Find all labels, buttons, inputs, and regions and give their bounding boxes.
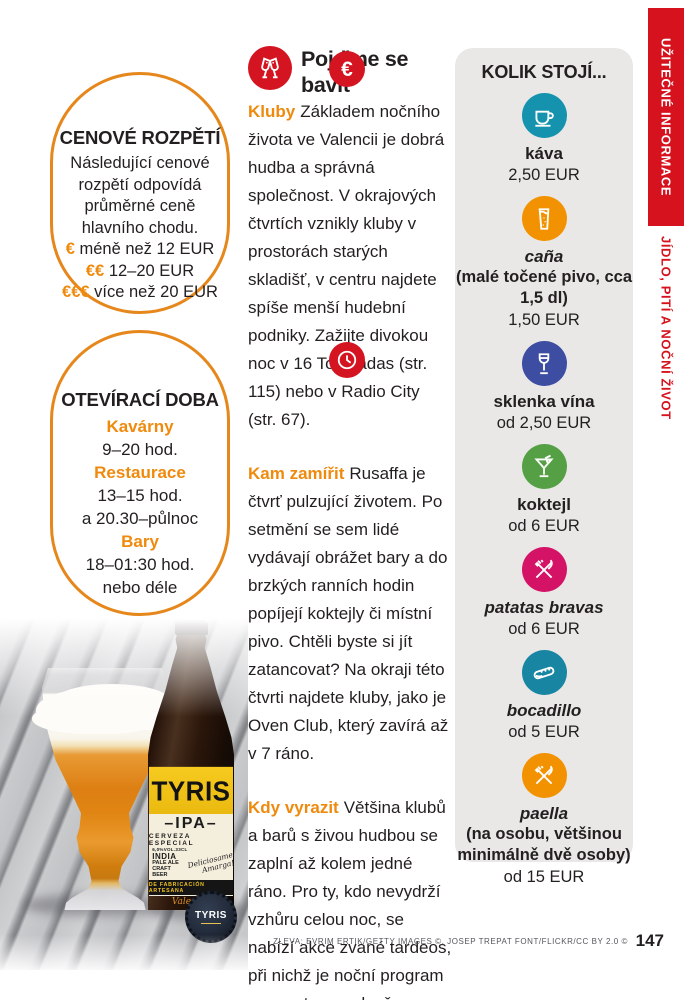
cutlery-icon bbox=[521, 547, 567, 592]
price-item-bocadillo: bocadillo od 5 EUR bbox=[455, 650, 633, 743]
chapter-label-text: JÍDLO, PITÍ A NOČNÍ ŽIVOT bbox=[658, 236, 674, 420]
price-tier: €€€ více než 20 EUR bbox=[62, 283, 218, 301]
page-number: 147 bbox=[635, 931, 664, 950]
hours-value: 18–01:30 hod. bbox=[85, 555, 195, 574]
clock-icon bbox=[329, 342, 365, 378]
beer-foam bbox=[36, 688, 164, 734]
price-item-kava: káva 2,50 EUR bbox=[455, 93, 633, 186]
bottle-label: –IPA– CERVEZA ESPECIAL 6,0%VOL.33CL INDI… bbox=[148, 814, 234, 907]
hours-value: a 20.30–půlnoc bbox=[81, 509, 199, 528]
article-paragraph: Kdy vyrazit Většina klubů a barů s živou … bbox=[248, 798, 452, 1000]
keyword-kdy-vyrazit: Kdy vyrazit bbox=[248, 798, 339, 817]
euro-icon: € bbox=[329, 51, 365, 87]
sandwich-icon bbox=[521, 650, 567, 695]
coffee-cup-icon bbox=[521, 93, 567, 138]
chapter-label: JÍDLO, PITÍ A NOČNÍ ŽIVOT bbox=[648, 236, 684, 462]
bottle-cap-front: TYRIS bbox=[185, 891, 237, 943]
keyword-kam-zamirit: Kam zamířit bbox=[248, 464, 345, 483]
hours-category: Bary bbox=[121, 532, 159, 551]
section-tab-label: UŽITEČNÉ INFORMACE bbox=[658, 37, 674, 197]
cocktail-icon bbox=[521, 444, 567, 489]
price-item-patatas: patatas bravas od 6 EUR bbox=[455, 547, 633, 640]
hours-value: 9–20 hod. bbox=[102, 440, 178, 459]
hours-value: 13–15 hod. bbox=[97, 486, 183, 505]
price-item-vino: sklenka vína od 2,50 EUR bbox=[455, 341, 633, 434]
price-tier: €€ 12–20 EUR bbox=[85, 261, 195, 280]
bottle-brand-label: TYRIS bbox=[148, 766, 234, 816]
wine-glass-icon bbox=[521, 341, 567, 386]
price-item-cana: caña (malé točené pivo, cca 1,5 dl) 1,50… bbox=[455, 196, 633, 331]
opening-hours-box: OTEVÍRACÍ DOBA Kavárny 9–20 hod. Restaur… bbox=[50, 330, 230, 616]
beer-photo: TYRIS –IPA– CERVEZA ESPECIAL 6,0%VOL.33C… bbox=[0, 618, 248, 970]
section-tab: UŽITEČNÉ INFORMACE bbox=[648, 8, 684, 226]
keyword-kluby: Kluby bbox=[248, 102, 296, 121]
price-range-box: CENOVÉ ROZPĚTÍ Následující cenové rozpět… bbox=[50, 72, 230, 314]
hours-value: nebo déle bbox=[102, 578, 178, 597]
article-paragraph: Kam zamířit Rusaffa je čtvrť pulzující ži… bbox=[248, 464, 449, 763]
hours-category: Kavárny bbox=[106, 417, 174, 436]
bottle-cap bbox=[175, 620, 208, 635]
price-range-title: CENOVÉ ROZPĚTÍ bbox=[59, 127, 221, 148]
opening-hours-title: OTEVÍRACÍ DOBA bbox=[61, 389, 219, 410]
price-panel-title: KOLIK STOJÍ... bbox=[481, 62, 607, 82]
price-panel: KOLIK STOJÍ... káva 2,50 EUR bbox=[455, 48, 633, 886]
hours-category: Restaurace bbox=[94, 463, 186, 482]
price-item-koktejl: koktejl od 6 EUR bbox=[455, 444, 633, 537]
photo-credits: ZLEVA: EVRIM ERTIK/GETTY IMAGES ©, JOSEP… bbox=[273, 937, 628, 946]
cheers-icon bbox=[248, 46, 292, 90]
cutlery-icon bbox=[521, 753, 567, 798]
price-tier: € méně než 12 EUR bbox=[65, 240, 215, 258]
beer-glass-icon bbox=[521, 196, 567, 241]
price-range-intro: Následující cenové rozpětí odpovídá prům… bbox=[70, 154, 210, 237]
price-item-paella: paella (na osobu, většinou minimálně dvě… bbox=[455, 753, 633, 888]
article-paragraph: Kluby Základem nočního života ve Valencii… bbox=[248, 102, 445, 429]
